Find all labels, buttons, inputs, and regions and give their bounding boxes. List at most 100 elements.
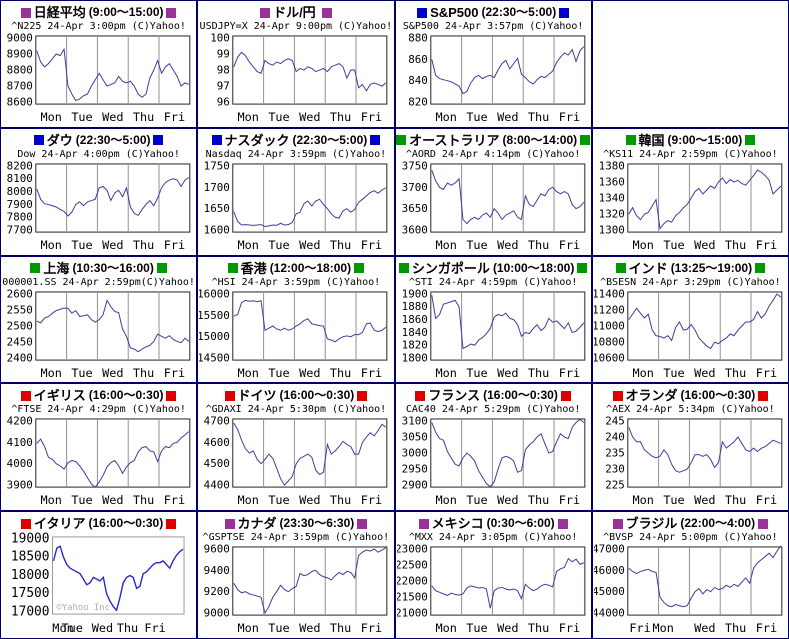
price-chart-svg[interactable]: 23000 22500 22000 21500 21000 Mon Tue Wed Thu Fri <box>397 544 590 638</box>
x-axis-day-label: Tue <box>269 365 290 379</box>
chart-cell-nikkei[interactable]: 日経平均 (9:00〜15:00) ^N225 24-Apr 3:00pm (C)Y… <box>1 1 197 127</box>
price-chart-svg[interactable]: 16000 15500 15000 14500 Mon Tue Wed Thu Fri <box>199 289 392 383</box>
plot-border <box>35 291 191 361</box>
chart-title-row: インド (13:25〜19:00) <box>615 261 766 276</box>
title-square-icon <box>417 7 428 18</box>
chart-title-row: オランダ (16:00〜0:30) <box>612 388 769 403</box>
price-chart-svg[interactable]: 1380 1360 1340 1320 1300 Mon Tue Wed Thu Fri <box>594 161 787 255</box>
price-chart-svg[interactable]: 245 240 235 230 225 Mon Tue Wed Thu Fri <box>594 416 787 510</box>
chart-cell-shanghai[interactable]: 上海 (10:30〜16:00) 000001.SS 24-Apr 2:59pm(C… <box>1 256 197 383</box>
x-axis-day-label: Mon <box>238 110 259 124</box>
price-line <box>36 47 190 102</box>
price-chart-svg[interactable]: 9600 9400 9200 9000 Mon Tue Wed Thu Fri <box>199 544 392 638</box>
y-axis-tick-label: 1880 <box>401 300 427 313</box>
y-axis-tick-label: 3700 <box>401 181 427 194</box>
y-axis-tick-label: 230 <box>605 463 625 476</box>
y-axis-tick-label: 2600 <box>7 289 33 300</box>
price-chart-svg[interactable]: 3100 3050 3000 2950 2900 Mon Tue Wed Thu Fri <box>397 416 590 510</box>
price-line <box>628 545 782 608</box>
title-square-icon <box>166 390 177 401</box>
chart-cell-hongkong[interactable]: 香港 (12:00〜18:00) ^HSI 24-Apr 3:59pm (C)Yah… <box>198 256 394 383</box>
price-line <box>431 558 584 609</box>
market-hours: (8:00〜14:00) <box>502 132 578 147</box>
market-title: 韓国 <box>638 132 665 148</box>
chart-cell-australia[interactable]: オーストラリア (8:00〜14:00) ^AORD 24-Apr 4:14pm (… <box>395 128 591 255</box>
chart-cell-nasdaq[interactable]: ナスダック (22:30〜5:00) Nasdaq 24-Apr 3:59pm (C… <box>198 128 394 255</box>
chart-source-label: CAC40 24-Apr 5:29pm (C)Yahoo! <box>405 404 581 416</box>
x-axis-day-label: Fri <box>361 238 382 252</box>
y-axis-tick-label: 1800 <box>401 351 427 364</box>
y-axis-tick-label: 3900 <box>7 479 33 492</box>
price-chart-svg[interactable]: 2600 2550 2500 2450 2400 Mon Tue Wed Thu Fri <box>2 289 195 383</box>
price-chart-svg[interactable]: 880 860 840 820 Mon Tue Wed Thu Fri <box>397 33 590 127</box>
plot-border <box>429 546 585 616</box>
y-axis-tick-label: 3600 <box>401 223 427 236</box>
price-chart-svg[interactable]: 3750 3700 3650 3600 Mon Tue Wed Thu Fri <box>397 161 590 255</box>
market-hours: (9:00〜15:00) <box>88 5 164 19</box>
y-axis-tick-label: 9200 <box>204 585 230 598</box>
price-line <box>233 423 387 487</box>
chart-source-label: Dow 24-Apr 4:00pm (C)Yahoo! <box>17 148 180 160</box>
x-axis-day-label: Thu <box>725 365 746 379</box>
chart-cell-korea[interactable]: 韓国 (9:00〜15:00) ^KS11 24-Apr 2:59pm (C)Yah… <box>592 128 788 255</box>
y-axis-tick-label: 9600 <box>204 544 230 555</box>
x-axis-day-label: Wed <box>102 110 123 124</box>
y-axis-tick-label: 2900 <box>401 479 427 492</box>
plot-border <box>35 163 191 233</box>
chart-cell-sp500[interactable]: S&P500 (22:30〜5:00) S&P500 24-Apr 3:57pm (… <box>395 1 591 127</box>
market-hours: (10:00〜18:00) <box>492 260 575 275</box>
chart-cell-dow[interactable]: ダウ (22:30〜5:00) Dow 24-Apr 4:00pm (C)Yahoo… <box>1 128 197 255</box>
chart-cell-usdjpy[interactable]: ドル/円 USDJPY=X 24-Apr 9:00pm (C)Yahoo! 100 9… <box>198 1 394 127</box>
x-axis-day-label: Fri <box>164 365 185 379</box>
plot-border <box>232 418 388 488</box>
plot-border <box>627 418 783 488</box>
x-axis-day-label: Tue <box>466 238 487 252</box>
y-axis-tick-label: 45000 <box>594 585 625 598</box>
y-axis-tick-label: 11000 <box>594 319 625 332</box>
chart-cell-canada[interactable]: カナダ (23:30〜6:30) ^GSPTSE 24-Apr 3:59pm (C)… <box>198 512 394 638</box>
chart-cell-india[interactable]: インド (13:25〜19:00) ^BSESN 24-Apr 3:29pm (C)… <box>592 256 788 383</box>
y-axis-tick-label: 4500 <box>204 458 230 471</box>
chart-title-row: ドル/円 <box>260 5 332 20</box>
x-axis-day-label: Tue <box>71 493 92 507</box>
chart-cell-germany[interactable]: ドイツ (16:00〜0:30) ^GDAXI 24-Apr 5:30pm (C)Y… <box>198 384 394 511</box>
price-chart-svg[interactable]: 4700 4600 4500 4400 Mon Tue Wed Thu Fri <box>199 416 392 510</box>
chart-cell-brazil[interactable]: ブラジル (22:00〜4:00) ^BVSP 24-Apr 5:00pm (C)Y… <box>592 512 788 638</box>
y-axis-tick-label: 21500 <box>397 591 428 604</box>
chart-cell-netherlands[interactable]: オランダ (16:00〜0:30) ^AEX 24-Apr 5:34pm (C)Ya… <box>592 384 788 511</box>
chart-cell-france[interactable]: フランス (16:00〜0:30) CAC40 24-Apr 5:29pm (C)Y… <box>395 384 591 511</box>
price-chart-svg[interactable]: 9000 8900 8800 8700 8600 Mon Tue Wed Thu Fri <box>2 33 195 127</box>
x-axis-day-label: Fri <box>558 621 579 635</box>
y-axis-tick-label: 1600 <box>204 223 230 236</box>
chart-cell-mexico[interactable]: メキシコ (0:30〜6:00) ^MXX 24-Apr 3:05pm (C)Yah… <box>395 512 591 638</box>
price-chart-svg[interactable]: 19000 18500 18000 17500 17000 ©Yahoo Inc MonTu… <box>2 531 195 638</box>
y-axis-tick-label: 240 <box>605 431 625 444</box>
y-axis-tick-label: 9400 <box>204 564 230 577</box>
x-axis-day-label: Tue <box>269 238 290 252</box>
x-axis-day-label: Mon <box>238 365 259 379</box>
price-chart-svg[interactable]: 11400 11200 11000 10800 10600 Mon Tue Wed Thu Fri <box>594 289 787 383</box>
chart-source-label: ^STI 24-Apr 4:59pm (C)Yahoo! <box>408 276 578 288</box>
y-axis-tick-label: 8900 <box>7 47 33 60</box>
y-axis-tick-label: 22500 <box>397 559 428 572</box>
title-square-icon <box>166 518 177 529</box>
x-axis-day-label: Wed <box>300 365 321 379</box>
chart-title-row: ブラジル (22:00〜4:00) <box>612 516 769 531</box>
chart-cell-singapore[interactable]: シンガポール (10:00〜18:00) ^STI 24-Apr 4:59pm (C… <box>395 256 591 383</box>
chart-cell-italy[interactable]: イタリア (16:00〜0:30) 19000 18500 18000 17500 1700… <box>1 512 197 638</box>
title-square-icon <box>166 7 177 18</box>
price-chart-svg[interactable]: 100 99 98 97 96 Mon Tue Wed Thu Fri <box>199 33 392 127</box>
x-axis-day-label: Fri <box>361 493 382 507</box>
market-hours: (16:00〜0:30) <box>483 388 558 403</box>
chart-cell-uk[interactable]: イギリス (16:00〜0:30) ^FTSE 24-Apr 4:29pm (C)Y… <box>1 384 197 511</box>
y-axis-tick-label: 99 <box>217 47 230 60</box>
x-axis-day-label: Fri <box>558 110 579 124</box>
y-axis-tick-label: 10800 <box>594 335 625 348</box>
price-chart-svg[interactable]: 4200 4100 4000 3900 Mon Tue Wed Thu Fri <box>2 416 195 510</box>
y-axis-tick-label: 22000 <box>397 575 428 588</box>
title-square-icon <box>758 390 769 401</box>
price-chart-svg[interactable]: 1750 1700 1650 1600 Mon Tue Wed Thu Fri <box>199 161 392 255</box>
